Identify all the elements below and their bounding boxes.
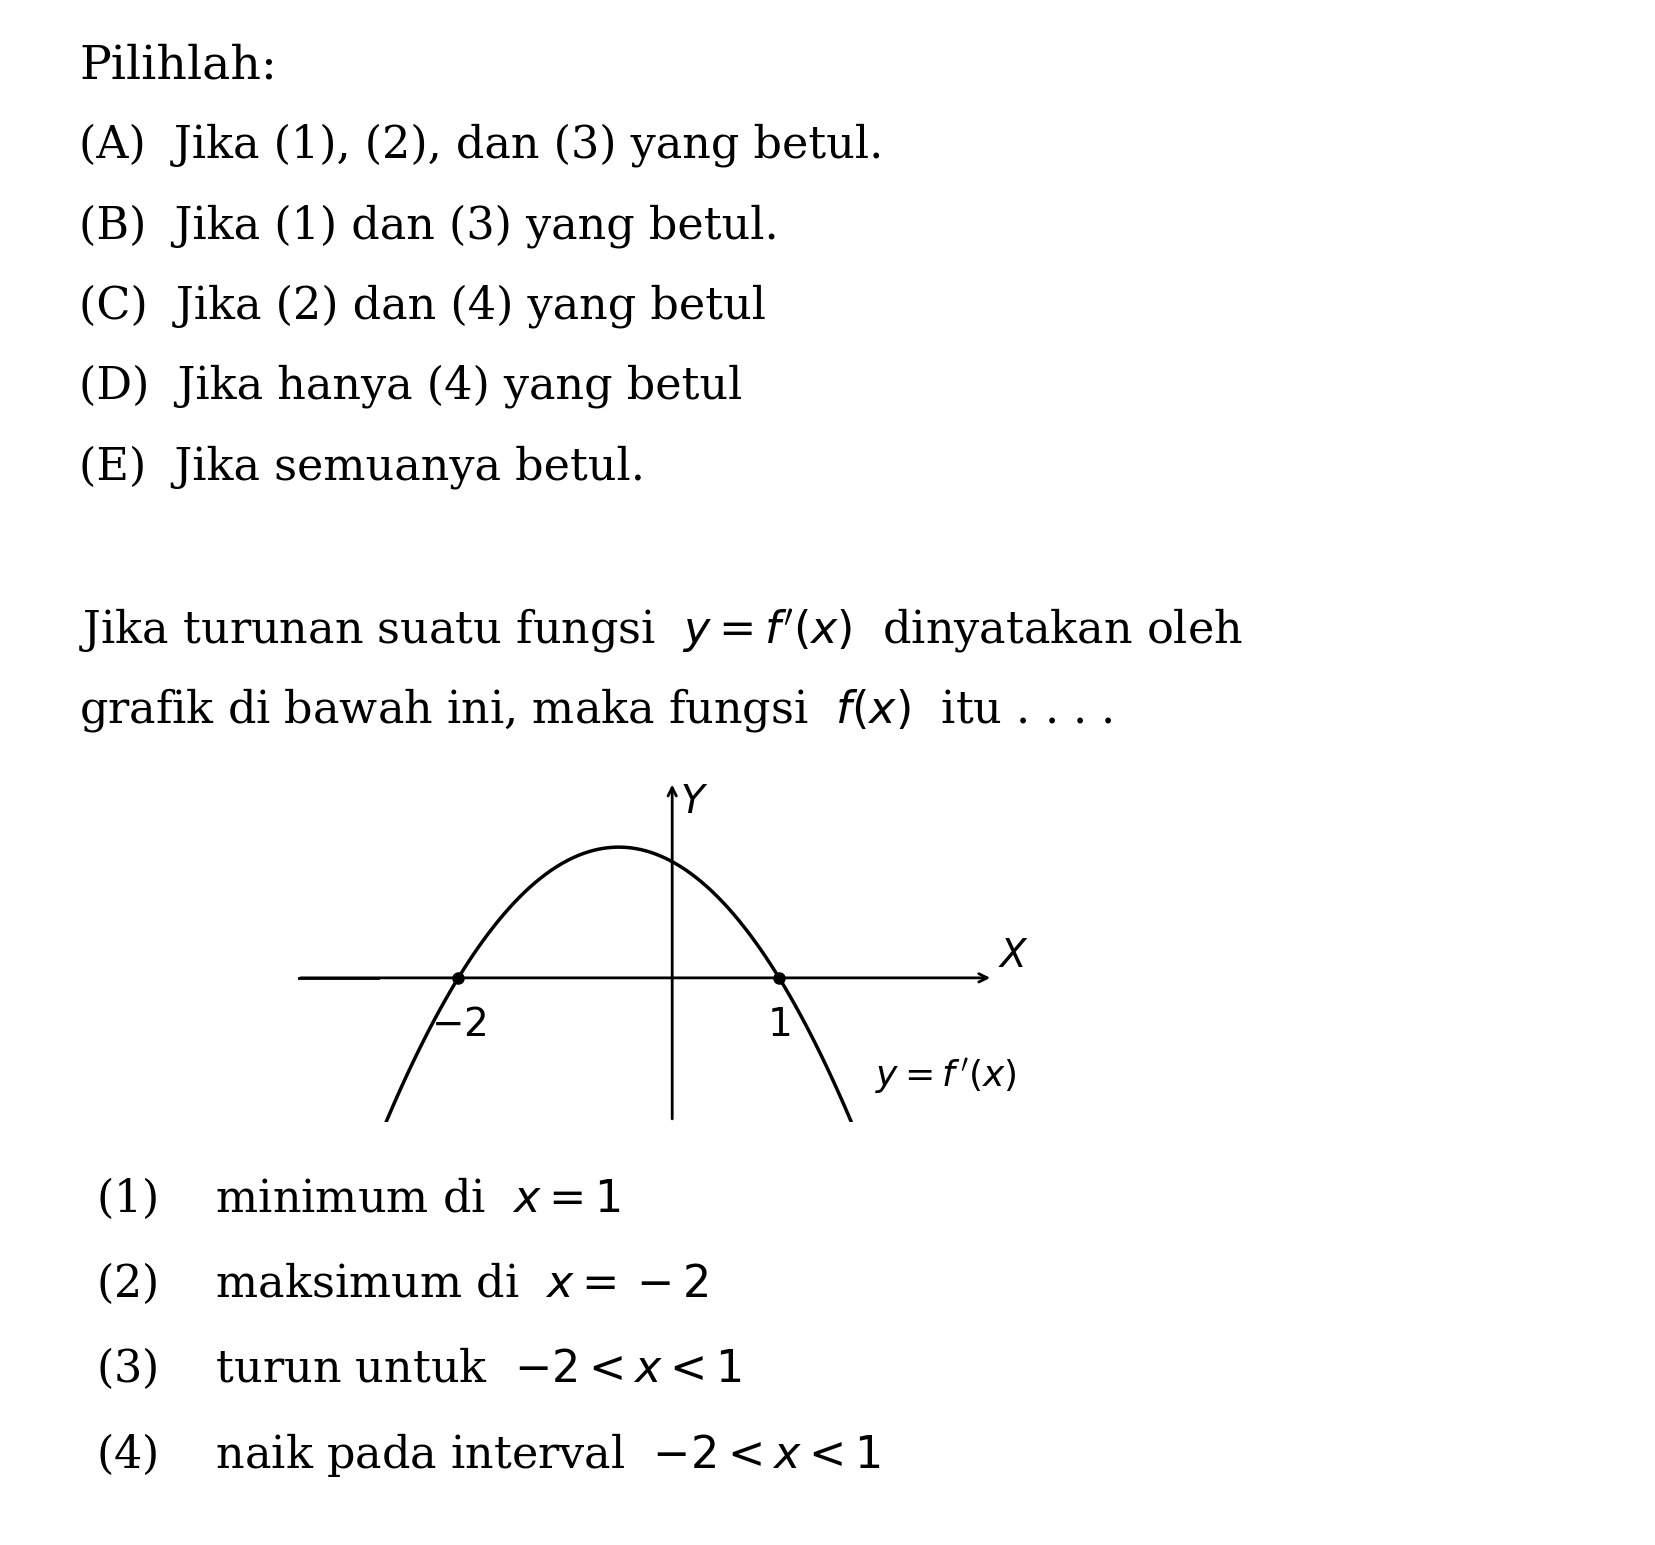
Text: (C)  Jika (2) dan (4) yang betul: (C) Jika (2) dan (4) yang betul: [79, 284, 766, 328]
Text: $y = f\,'(x)$: $y = f\,'(x)$: [875, 1057, 1018, 1095]
Text: (3)    turun untuk  $-2 < x < 1$: (3) turun untuk $-2 < x < 1$: [96, 1346, 741, 1390]
Text: (1)    minimum di  $x = 1$: (1) minimum di $x = 1$: [96, 1176, 621, 1221]
Text: Pilihlah:: Pilihlah:: [79, 43, 278, 88]
Text: grafik di bawah ini, maka fungsi  $f(x)$  itu . . . .: grafik di bawah ini, maka fungsi $f(x)$ …: [79, 686, 1114, 734]
Text: $1$: $1$: [768, 1007, 791, 1043]
Text: (B)  Jika (1) dan (3) yang betul.: (B) Jika (1) dan (3) yang betul.: [79, 204, 780, 247]
Text: (D)  Jika hanya (4) yang betul: (D) Jika hanya (4) yang betul: [79, 365, 743, 408]
Text: $-2$: $-2$: [430, 1007, 487, 1043]
Text: (4)    naik pada interval  $-2 < x < 1$: (4) naik pada interval $-2 < x < 1$: [96, 1431, 880, 1479]
Text: (2)    maksimum di  $x = -2$: (2) maksimum di $x = -2$: [96, 1261, 708, 1306]
Text: (A)  Jika (1), (2), dan (3) yang betul.: (A) Jika (1), (2), dan (3) yang betul.: [79, 124, 884, 167]
Text: $X$: $X$: [998, 938, 1029, 975]
Text: Jika turunan suatu fungsi  $y = f'(x)$  dinyatakan oleh: Jika turunan suatu fungsi $y = f'(x)$ di…: [79, 606, 1243, 654]
Text: $Y$: $Y$: [680, 785, 708, 822]
Text: (E)  Jika semuanya betul.: (E) Jika semuanya betul.: [79, 445, 645, 488]
